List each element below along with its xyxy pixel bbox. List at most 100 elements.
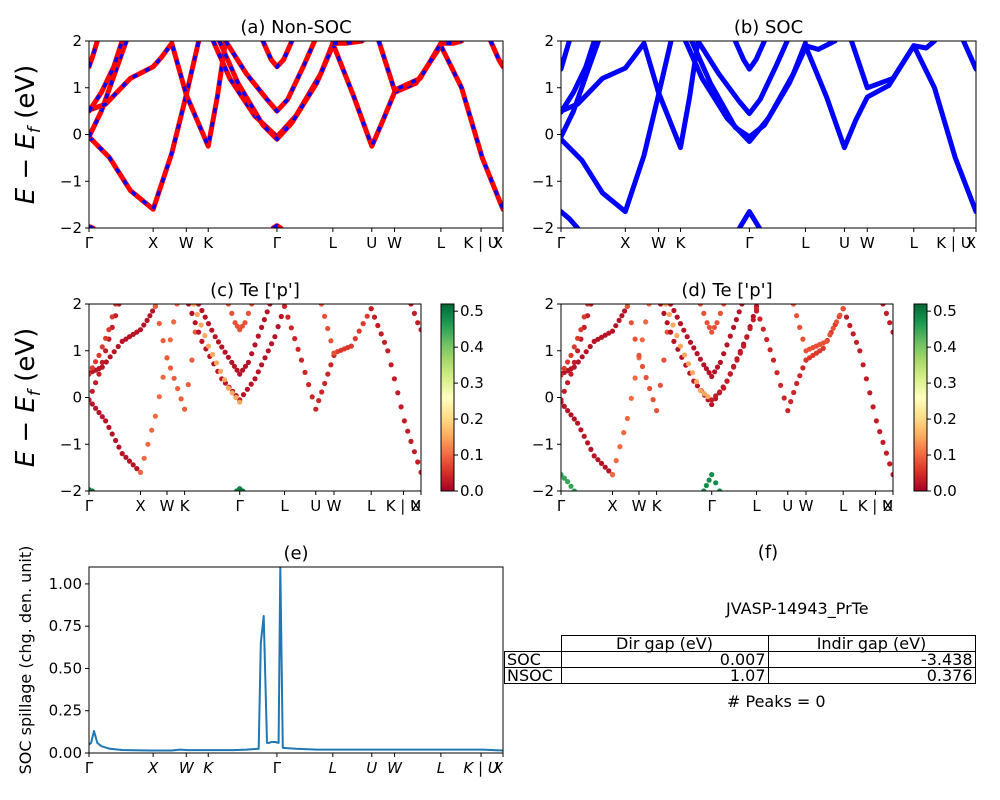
y-label-ef: E xyxy=(11,396,41,413)
band-point xyxy=(706,324,713,330)
band-line-band-10 xyxy=(330,41,503,212)
band-point xyxy=(225,304,231,307)
band-point xyxy=(167,365,174,371)
band-point xyxy=(319,389,325,395)
band-line-band-7 xyxy=(689,41,808,140)
band-point xyxy=(96,371,102,377)
band-point xyxy=(744,334,750,340)
band-point xyxy=(113,437,119,444)
band-point xyxy=(670,322,676,328)
band-point xyxy=(687,339,694,345)
spillage-line xyxy=(89,567,503,752)
colorbar xyxy=(440,303,455,492)
band-line-band-1 xyxy=(561,41,674,215)
band-point xyxy=(561,365,567,372)
band-point xyxy=(684,334,690,340)
colorbar-tick-label: 0.5 xyxy=(933,302,957,320)
band-point xyxy=(643,319,649,325)
band-point xyxy=(867,390,873,396)
band-point xyxy=(697,356,704,362)
band-point xyxy=(237,371,243,377)
plot-area xyxy=(561,41,976,228)
band-point xyxy=(694,383,701,389)
colorbar-tick-label: 0.2 xyxy=(460,410,484,428)
band-point xyxy=(242,363,249,369)
band-point xyxy=(565,408,571,414)
band-point xyxy=(109,314,115,320)
x-tick-label: W xyxy=(651,234,666,252)
band-point xyxy=(137,469,144,475)
column-header-indir-gap: Indir gap (eV) xyxy=(767,635,976,652)
band-point xyxy=(616,317,622,323)
x-tick-label: U xyxy=(839,234,850,252)
band-point xyxy=(705,394,711,400)
row-label-nsoc: NSOC xyxy=(504,667,562,684)
x-tick-label: L xyxy=(367,497,376,515)
band-point xyxy=(89,388,95,394)
band-point xyxy=(658,304,664,307)
y-tick-label: 0 xyxy=(72,389,82,407)
band-point xyxy=(191,304,197,307)
soc-indir-gap: -3.438 xyxy=(767,651,976,668)
band-point xyxy=(619,313,625,319)
y-label-ef: E xyxy=(11,133,41,150)
band-point xyxy=(657,382,663,388)
band-point xyxy=(192,320,198,326)
band-point xyxy=(741,343,747,349)
band-point xyxy=(378,331,384,337)
band-point xyxy=(316,398,322,404)
band-point xyxy=(598,460,605,466)
band-point xyxy=(880,439,886,445)
band-point xyxy=(186,304,192,307)
band-point xyxy=(96,409,102,416)
band-point xyxy=(415,459,421,465)
band-point xyxy=(248,381,254,387)
panel-title: (b) SOC xyxy=(734,17,803,38)
band-point xyxy=(578,327,584,333)
band-point xyxy=(196,329,202,335)
x-tick-label: L xyxy=(839,497,848,515)
band-point xyxy=(145,441,151,447)
band-dash-band-7 xyxy=(217,41,335,142)
band-point xyxy=(760,326,766,332)
band-point xyxy=(364,313,370,319)
band-point xyxy=(89,365,95,371)
band-point xyxy=(709,329,715,335)
band-point xyxy=(706,370,712,376)
band-point xyxy=(578,427,584,433)
band-line-band-10 xyxy=(802,43,976,215)
axes-frame xyxy=(88,566,504,754)
band-point xyxy=(202,333,208,339)
x-tick-label: W xyxy=(632,497,647,515)
soc-dir-gap: 0.007 xyxy=(560,651,769,668)
band-point xyxy=(245,359,251,365)
band-point xyxy=(709,373,715,380)
band-point xyxy=(371,314,378,320)
band-point xyxy=(240,488,246,491)
band-point xyxy=(880,304,886,307)
band-point xyxy=(703,366,710,372)
band-point xyxy=(581,433,587,439)
band-point xyxy=(575,359,581,365)
band-point xyxy=(794,380,800,387)
band-point xyxy=(408,438,414,444)
band-point xyxy=(840,306,846,312)
band-point xyxy=(721,304,727,307)
band-line-band-15 xyxy=(737,209,762,228)
band-point xyxy=(853,339,860,345)
band-point xyxy=(89,488,95,491)
y-tick-label: 0 xyxy=(72,126,82,144)
y-tick-label: 0.25 xyxy=(49,702,82,720)
band-point xyxy=(591,453,597,459)
band-point xyxy=(704,320,710,326)
band-point xyxy=(96,352,102,358)
band-point xyxy=(827,332,833,338)
band-point xyxy=(674,314,680,320)
band-point xyxy=(391,376,397,382)
band-point xyxy=(609,328,616,334)
panel-f-title: (f) xyxy=(758,542,778,563)
band-point xyxy=(134,466,140,472)
colorbar-tick-label: 0.5 xyxy=(460,302,484,320)
